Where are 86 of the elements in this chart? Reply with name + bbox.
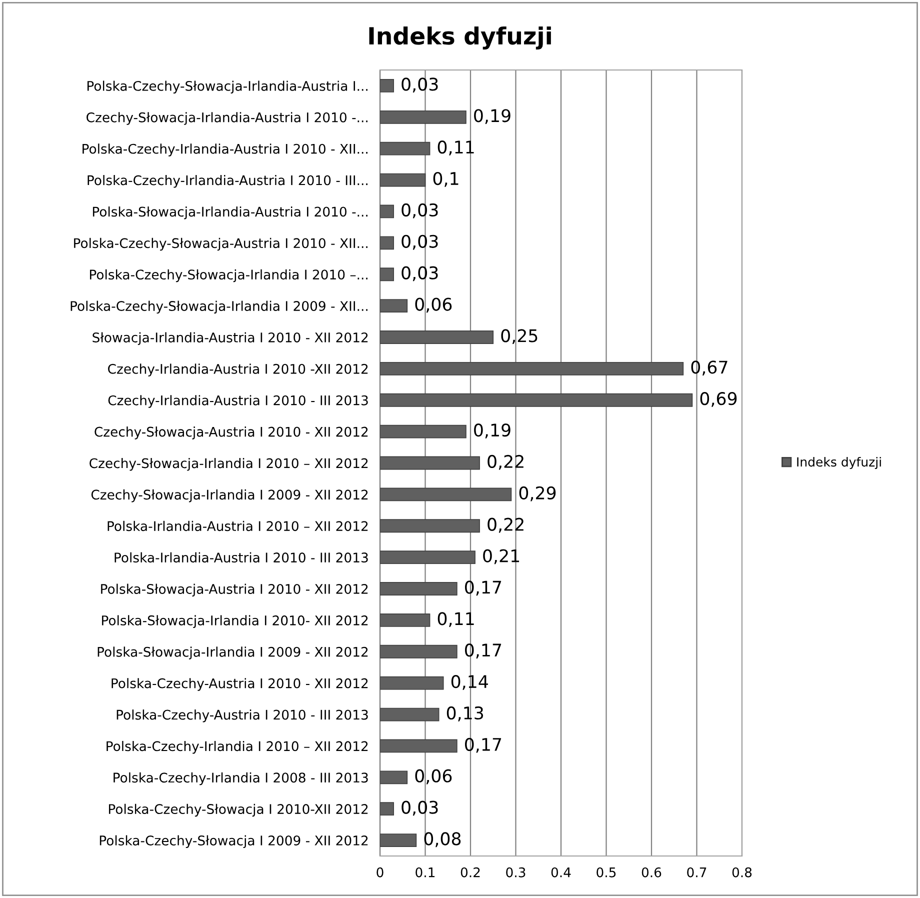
bar [380, 582, 458, 596]
bar [380, 299, 408, 313]
y-tick-label: Polska-Czechy-Austria I 2010 - III 2013 [116, 710, 368, 722]
data-label: 0,1 [433, 172, 458, 187]
x-tick-label: 0.2 [460, 867, 480, 878]
x-tick-label: 0 [376, 867, 384, 878]
data-label: 0,17 [465, 738, 502, 753]
y-tick-label: Polska-Słowacja-Irlandia I 2010- XII 2012 [102, 615, 368, 628]
y-tick-label: Polska-Czechy-Irlandia-Austria I 2010 - III... [88, 175, 368, 188]
bar [380, 456, 480, 470]
y-tick-label: Czechy-Słowacja-Irlandia I 2009 - XII 2012 [91, 489, 368, 502]
y-tick-label: Polska-Czechy-Austria I 2010 - XII 2012 [112, 678, 368, 691]
x-tick-label: 0.4 [551, 867, 571, 878]
bar [380, 268, 394, 282]
y-tick-label: Polska-Czechy-Słowacja-Irlandia I 2009 - XII... [70, 300, 368, 314]
data-label: 0,19 [474, 109, 510, 124]
bar [380, 236, 394, 250]
x-tick-label: 0.1 [416, 867, 435, 878]
x-tick-label: 0.5 [596, 867, 616, 878]
y-tick-label: Polska-Czechy-Irlandia-Austria I 2010 - XII... [82, 144, 368, 156]
data-label: 0,11 [438, 612, 474, 628]
data-label: 0,13 [446, 706, 484, 722]
data-label: 0,03 [402, 266, 438, 282]
y-tick-label: Czechy-Słowacja-Austria I 2010 - XII 2012 [94, 426, 368, 440]
bar [380, 173, 426, 187]
bar [380, 79, 394, 92]
y-tick-label: Polska-Irlandia-Austria I 2010 - III 2013 [114, 552, 368, 563]
data-label: 0,67 [691, 360, 728, 376]
bar [380, 110, 466, 124]
bar [380, 142, 430, 156]
y-tick-label: Polska-Czechy-Słowacja I 2010-XII 2012 [108, 804, 368, 817]
y-tick-label: Polska-Czechy-Słowacja I 2009 - XII 2012 [100, 835, 368, 848]
data-label: 0,69 [700, 392, 737, 407]
bar [380, 424, 466, 438]
bar [380, 644, 458, 658]
data-label: 0,06 [415, 769, 452, 784]
legend-label: Indeks dyfuzji [797, 456, 881, 470]
bar [380, 708, 440, 722]
y-tick-label: Słowacja-Irlandia-Austria I 2010 - XII 2012 [92, 332, 368, 345]
x-tick-label: 0.7 [687, 867, 706, 878]
y-tick-label: Polska-Czechy-Irlandia I 2010 – XII 2012 [106, 740, 368, 754]
bar [380, 613, 430, 627]
y-tick-label: Polska-Słowacja-Austria I 2010 - XII 2012 [101, 584, 368, 597]
y-tick-label: Polska-Czechy-Słowacja-Irlandia-Austria I... [87, 80, 368, 94]
bar [380, 834, 417, 847]
bar [380, 519, 480, 533]
data-label: 0,22 [488, 454, 524, 470]
bar [380, 739, 458, 753]
data-label: 0,08 [424, 832, 461, 848]
y-tick-label: Polska-Słowacja-Irlandia-Austria I 2010 -... [92, 206, 368, 220]
data-label: 0,11 [438, 140, 474, 156]
data-label: 0,22 [488, 518, 524, 533]
bar [380, 362, 684, 376]
y-tick-label: Polska-Irlandia-Austria I 2010 – XII 2012 [108, 520, 368, 532]
y-tick-label: Czechy-Słowacja-Irlandia I 2010 – XII 2012 [90, 458, 368, 471]
x-tick-label: 0.6 [642, 867, 662, 878]
data-label: 0,29 [519, 486, 556, 502]
data-label: 0,17 [465, 644, 502, 658]
data-label: 0,03 [402, 800, 438, 816]
bar [380, 330, 494, 344]
data-label: 0,25 [501, 329, 538, 344]
data-label: 0,03 [402, 203, 438, 218]
y-tick-label: Czechy-Słowacja-Irlandia-Austria I 2010 -... [86, 112, 368, 125]
bar [380, 488, 512, 502]
y-tick-label: Czechy-Irlandia-Austria I 2010 -XII 2012 [108, 364, 368, 376]
bar [380, 770, 408, 784]
bar [380, 550, 476, 564]
y-tick-label: Czechy-Irlandia-Austria I 2010 - III 2013 [108, 395, 368, 408]
bar [380, 204, 394, 218]
x-tick-label: 0.3 [506, 867, 526, 878]
data-label: 0,03 [402, 78, 438, 93]
data-label: 0,19 [474, 423, 510, 438]
data-label: 0,14 [451, 674, 488, 690]
y-tick-label: Polska-Czechy-Słowacja-Austria I 2010 - XII... [74, 238, 368, 251]
data-label: 0,03 [402, 234, 438, 250]
y-tick-label: Polska-Czechy-Słowacja-Irlandia I 2010 –... [90, 269, 368, 282]
bar [380, 676, 444, 690]
x-tick-label: 0.8 [732, 867, 752, 878]
data-label: 0,21 [483, 549, 520, 564]
bar [380, 393, 693, 407]
chart-title: Indeks dyfuzji [369, 26, 551, 50]
data-label: 0,17 [465, 580, 502, 596]
data-label: 0,06 [415, 298, 452, 313]
y-tick-label: Polska-Czechy-Irlandia I 2008 - III 2013 [114, 772, 368, 786]
bar [380, 802, 394, 816]
y-tick-label: Polska-Słowacja-Irlandia I 2009 - XII 2012 [98, 646, 368, 660]
